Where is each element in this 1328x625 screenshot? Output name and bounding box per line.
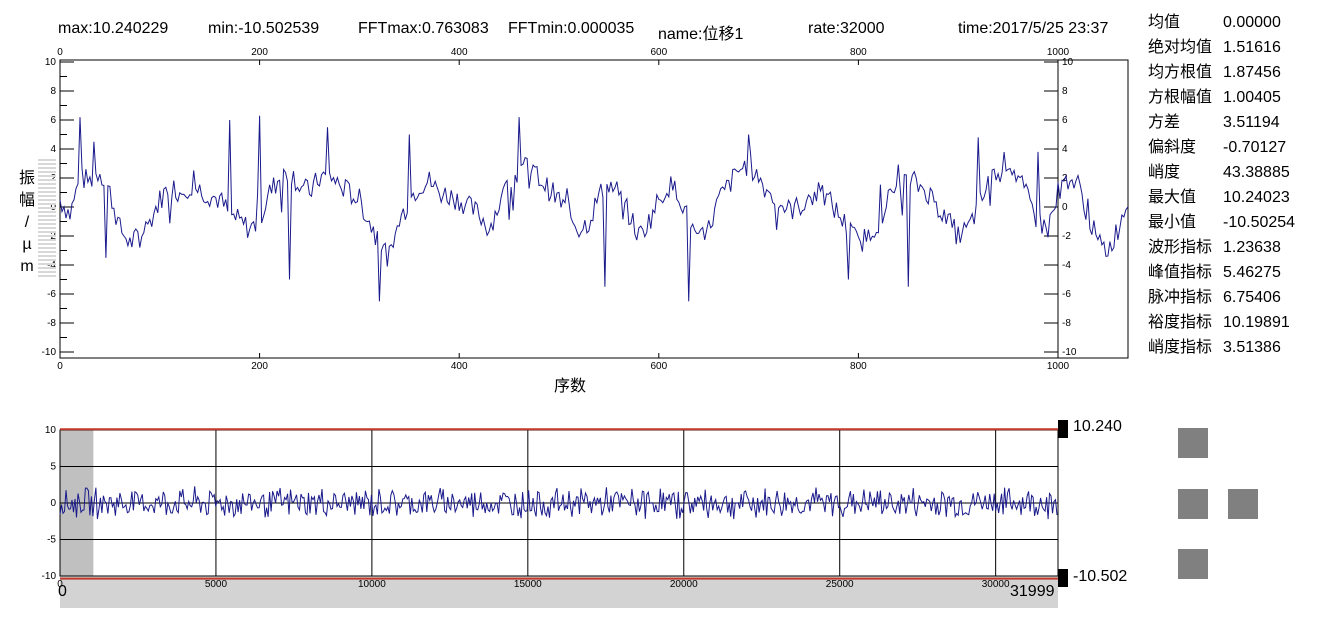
range-start-label: 0 [58, 583, 67, 600]
stat-value: 1.23638 [1223, 239, 1281, 256]
y-tick-label-left: 4 [50, 144, 56, 155]
stat-label: 最大值 [1148, 189, 1197, 206]
min-marker-label: -10.502 [1073, 568, 1128, 585]
x-tick-label-bottom: 400 [451, 361, 468, 372]
header-min: min:-10.502539 [208, 20, 320, 37]
max-threshold-handle[interactable] [1058, 420, 1068, 438]
stat-row: 最小值 -10.50254 [1148, 210, 1326, 235]
stat-row: 波形指标 1.23638 [1148, 235, 1326, 260]
y-tick-label-right: 4 [1062, 144, 1068, 155]
y-tick-label-left: -4 [47, 260, 56, 271]
y-tick-label-left: -6 [47, 289, 56, 300]
stat-row: 均值 0.00000 [1148, 10, 1326, 35]
y-axis-label: 振幅 / µ m [16, 168, 38, 278]
y-tick-label-right: -8 [1062, 318, 1071, 329]
stat-label: 峭度 [1148, 164, 1181, 181]
stat-row: 峭度指标 3.51386 [1148, 335, 1326, 360]
max-marker-label: 10.240 [1073, 418, 1122, 435]
nav-up-button[interactable] [1178, 428, 1208, 458]
stat-label: 峭度指标 [1148, 339, 1213, 356]
y-tick-label-right: 6 [1062, 115, 1068, 126]
header-time: time:2017/5/25 23:37 [958, 20, 1109, 37]
y-tick-label-left: -10 [42, 347, 57, 358]
stat-label: 均值 [1148, 14, 1181, 31]
header-fft-max: FFTmax:0.763083 [358, 20, 489, 37]
stat-value: 5.46275 [1223, 264, 1281, 281]
stat-value: 0.00000 [1223, 14, 1281, 31]
stat-value: 10.24023 [1223, 189, 1290, 206]
y-tick-label-right: 0 [1062, 202, 1068, 213]
x-tick-label-top: 200 [251, 47, 268, 58]
stat-row: 峭度 43.38885 [1148, 160, 1326, 185]
stat-label: 绝对均值 [1148, 39, 1213, 56]
stat-value: 6.75406 [1223, 289, 1281, 306]
stat-label: 方根幅值 [1148, 89, 1213, 106]
min-threshold-handle[interactable] [1058, 569, 1068, 587]
header-max: max:10.240229 [58, 20, 169, 37]
stat-label: 方差 [1148, 114, 1181, 131]
stat-label: 裕度指标 [1148, 314, 1213, 331]
x-tick-label-bottom: 1000 [1047, 361, 1070, 372]
nav-right-button[interactable] [1228, 489, 1258, 519]
stat-row: 峰值指标 5.46275 [1148, 260, 1326, 285]
stat-value: 43.38885 [1223, 164, 1290, 181]
stat-row: 方根幅值 1.00405 [1148, 85, 1326, 110]
stat-row: 方差 3.51194 [1148, 110, 1326, 135]
stat-value: 3.51194 [1223, 114, 1280, 131]
stat-row: 均方根值 1.87456 [1148, 60, 1326, 85]
stat-row: 最大值 10.24023 [1148, 185, 1326, 210]
stat-value: 1.87456 [1223, 64, 1281, 81]
stat-row: 绝对均值 1.51616 [1148, 35, 1326, 60]
waveform-line [59, 115, 1129, 302]
stat-value: 1.51616 [1223, 39, 1281, 56]
stat-label: 均方根值 [1148, 64, 1213, 81]
nav-left-button[interactable] [1178, 489, 1208, 519]
stat-label: 波形指标 [1148, 239, 1213, 256]
x-tick-label-top: 600 [650, 47, 667, 58]
x-tick-label-bottom: 200 [251, 361, 268, 372]
y-axis-label-text: 振幅 / µ m [18, 170, 35, 275]
y-tick-label-left: -8 [47, 318, 56, 329]
y-tick-label-right: -10 [1062, 347, 1077, 358]
x-tick-label-top: 1000 [1047, 47, 1070, 58]
y-tick-label-right: 8 [1062, 86, 1068, 97]
stat-row: 裕度指标 10.19891 [1148, 310, 1326, 335]
stat-label: 峰值指标 [1148, 264, 1213, 281]
y-tick-label-left: 6 [50, 115, 56, 126]
y-tick-label-left: 8 [50, 86, 56, 97]
header-name: name:位移1 [658, 26, 744, 43]
stat-row: 偏斜度 -0.70127 [1148, 135, 1326, 160]
x-tick-label-bottom: 600 [650, 361, 667, 372]
x-tick-label-top: 400 [451, 47, 468, 58]
stat-label: 脉冲指标 [1148, 289, 1213, 306]
stat-label: 偏斜度 [1148, 139, 1197, 156]
y-tick-label-left: 2 [50, 173, 56, 184]
x-axis-label: 序数 [553, 378, 586, 395]
stat-value: 3.51386 [1223, 339, 1281, 356]
stat-value: 10.19891 [1223, 314, 1290, 331]
stat-value: -10.50254 [1223, 214, 1296, 231]
x-tick-label-bottom: 800 [850, 361, 867, 372]
x-tick-label-bottom: 0 [57, 361, 63, 372]
range-end-label: 31999 [1010, 583, 1055, 600]
y-tick-label-right: -4 [1062, 260, 1071, 271]
stat-row: 脉冲指标 6.75406 [1148, 285, 1326, 310]
y-tick-label-right: -6 [1062, 289, 1071, 300]
nav-down-button[interactable] [1178, 549, 1208, 579]
x-tick-label-top: 800 [850, 47, 867, 58]
plot-frame [59, 59, 1129, 359]
y-tick-label-left: 10 [45, 57, 57, 68]
stat-label: 最小值 [1148, 214, 1197, 231]
header-rate: rate:32000 [808, 20, 885, 37]
stat-value: -0.70127 [1223, 139, 1287, 156]
header-fft-min: FFTmin:0.000035 [508, 20, 635, 37]
stat-value: 1.00405 [1223, 89, 1281, 106]
y-tick-label-right: -2 [1062, 231, 1071, 242]
y-tick-label-right: 10 [1062, 57, 1074, 68]
x-tick-label-top: 0 [57, 47, 63, 58]
statistics-panel: 均值 0.00000 绝对均值 1.51616 均方根值 1.87456 方根幅值 1.004… [1148, 10, 1326, 360]
